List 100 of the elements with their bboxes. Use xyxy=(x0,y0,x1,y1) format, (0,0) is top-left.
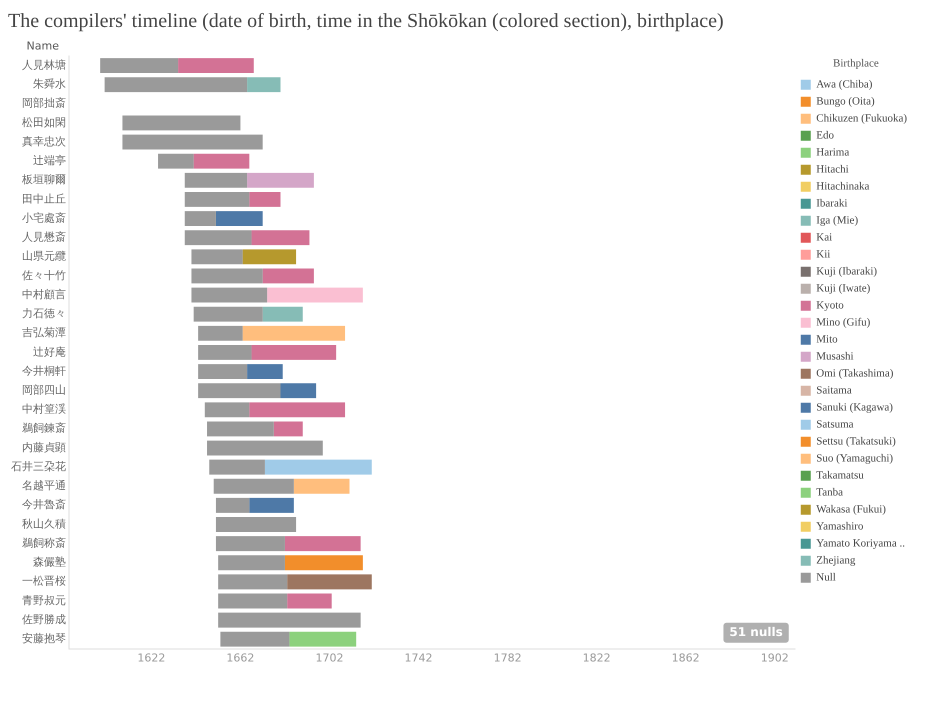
bar xyxy=(184,230,252,246)
bar xyxy=(252,344,336,360)
y-tick-label: 鵜飼称斎 xyxy=(22,536,66,550)
bar xyxy=(204,402,250,418)
bar xyxy=(249,498,294,513)
legend-label: Kuji (Ibaraki) xyxy=(816,266,878,278)
y-tick-label: 中村顧言 xyxy=(22,288,66,301)
y-tick-label: 安藤抱琴 xyxy=(22,632,66,646)
bar xyxy=(289,632,356,647)
bar xyxy=(184,172,248,188)
bar xyxy=(194,306,263,322)
bar xyxy=(247,172,314,188)
legend-label: Suo (Yamaguchi) xyxy=(816,452,894,465)
bar xyxy=(207,440,323,456)
y-tick-label: 名越平通 xyxy=(22,479,66,492)
y-tick-label: 力石徳々 xyxy=(22,307,66,320)
x-tick-label: 1742 xyxy=(404,651,433,664)
bar xyxy=(216,517,296,532)
bar xyxy=(287,574,372,590)
bar xyxy=(284,555,363,570)
y-tick-label: 森儼塾 xyxy=(33,556,66,569)
x-tick-label: 1782 xyxy=(494,651,522,664)
y-tick-label: 真幸忠次 xyxy=(22,134,66,148)
bar xyxy=(274,421,303,436)
legend-label: Kuji (Iwate) xyxy=(816,282,871,295)
legend-label: Edo xyxy=(816,130,834,142)
bar xyxy=(198,344,252,360)
bar xyxy=(267,288,363,302)
bar xyxy=(100,58,178,74)
x-tick-label: 1702 xyxy=(315,651,344,664)
bar xyxy=(249,192,280,207)
legend-label: Musashi xyxy=(816,350,854,363)
y-tick-label: 今井魯斎 xyxy=(22,498,66,512)
annotation: 51 nulls xyxy=(729,624,783,639)
legend-label: Takamatsu xyxy=(816,470,864,482)
bar xyxy=(264,460,372,475)
bar xyxy=(294,478,350,494)
bar xyxy=(249,402,346,418)
bar xyxy=(280,383,316,398)
legend-label: Mino (Gifu) xyxy=(816,316,871,329)
legend-title: Birthplace xyxy=(832,57,879,70)
y-tick-label: 板垣聊爾 xyxy=(21,173,66,186)
y-tick-label: 一松晋桜 xyxy=(22,574,66,588)
bar xyxy=(184,211,216,226)
bar xyxy=(262,306,303,322)
bar xyxy=(218,555,285,570)
legend-label: Omi (Takashima) xyxy=(816,368,894,380)
chart-title: The compilers' timeline (date of birth, time in the Shōkōkan (colored section), birthplace) xyxy=(8,9,725,34)
y-tick-label: 辻端亭 xyxy=(33,154,66,168)
y-tick-label: 辻好庵 xyxy=(33,345,66,358)
y-tick-label: 小宅處斎 xyxy=(22,211,66,224)
legend-label: Sanuki (Kagawa) xyxy=(816,402,894,414)
y-tick-label: 鵜飼鍊斎 xyxy=(22,422,66,435)
legend-label: Wakasa (Fukui) xyxy=(816,504,886,516)
bar xyxy=(242,249,296,264)
y-tick-label: 中村篁渓 xyxy=(22,402,66,416)
legend-label: Kai xyxy=(816,232,832,244)
y-tick-label: 山県元纜 xyxy=(22,250,66,263)
bar xyxy=(198,326,243,341)
bar xyxy=(207,421,274,436)
bar xyxy=(220,632,290,647)
y-tick-label: 秋山久積 xyxy=(22,517,66,530)
legend-label: Kii xyxy=(816,248,830,261)
x-tick-label: 1902 xyxy=(760,651,789,664)
x-tick-label: 1822 xyxy=(582,651,611,664)
bar xyxy=(218,612,361,628)
y-tick-label: 人見林塘 xyxy=(22,58,66,72)
y-tick-label: 内藤貞顕 xyxy=(22,440,66,454)
bar xyxy=(287,594,332,608)
bar xyxy=(209,460,265,475)
bar xyxy=(194,154,250,169)
x-tick-label: 1622 xyxy=(137,651,166,664)
bar xyxy=(216,536,285,552)
bar xyxy=(216,211,263,226)
legend-label: Null xyxy=(816,572,836,584)
legend-label: Chikuzen (Fukuoka) xyxy=(816,112,908,125)
legend-label: Iga (Mie) xyxy=(816,214,858,227)
y-tick-label: 田中止丘 xyxy=(22,192,66,206)
legend-label: Bungo (Oita) xyxy=(816,96,875,108)
y-tick-label: 吉弘菊潭 xyxy=(22,326,66,340)
legend-label: Hitachi xyxy=(816,164,849,176)
y-axis-title: Name xyxy=(26,39,60,52)
bar xyxy=(216,498,250,513)
bar xyxy=(218,574,288,590)
bar xyxy=(284,536,361,552)
y-tick-label: 岡部拙斎 xyxy=(22,96,66,110)
bar xyxy=(122,134,263,150)
legend-label: Hitachinaka xyxy=(816,180,870,193)
legend-label: Harima xyxy=(816,146,850,159)
y-tick-label: 青野叔元 xyxy=(22,594,66,607)
bar xyxy=(214,478,294,494)
x-tick-label: 1862 xyxy=(672,651,700,664)
legend-label: Zhejiang xyxy=(816,554,856,567)
bar xyxy=(247,364,283,379)
bar xyxy=(262,268,314,284)
legend-label: Kyoto xyxy=(816,300,844,312)
legend-label: Settsu (Takatsuki) xyxy=(816,436,896,448)
bar xyxy=(247,77,280,92)
bar xyxy=(122,115,240,130)
x-tick-label: 1662 xyxy=(226,651,254,664)
